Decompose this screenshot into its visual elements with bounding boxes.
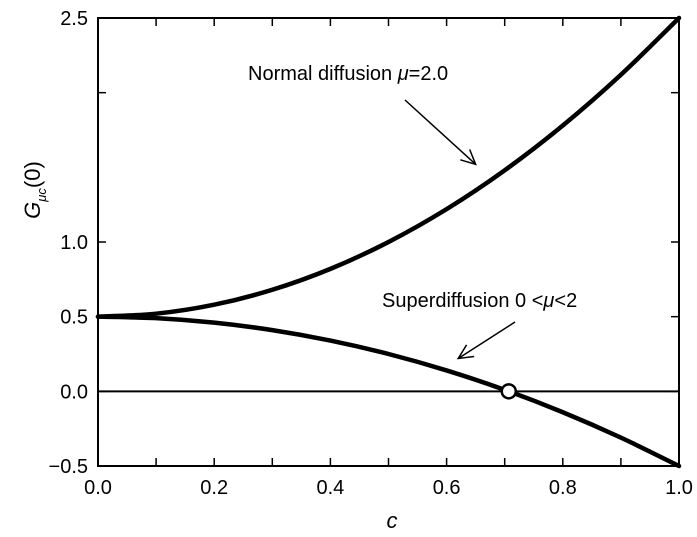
annotation-superdiffusion: Superdiffusion 0 <μ<2 (382, 290, 577, 312)
axis-tick-labels: 0.0 0.2 0.4 0.6 0.8 1.0−0.50.00.51.02.5 (49, 8, 693, 499)
annotations: Normal diffusion μ=2.0 Superdiffusion 0 <… (248, 63, 577, 360)
x-tick-label: 0.6 (433, 477, 461, 499)
series-lines (95, 15, 682, 469)
markers (500, 383, 518, 400)
y-axis-title-base: G (20, 202, 45, 219)
y-tick-label: 0.0 (60, 381, 88, 403)
annotation-arrow-line (404, 99, 477, 165)
x-tick-label: 0.4 (316, 477, 344, 499)
annotation-normal-diffusion: Normal diffusion μ=2.0 (248, 63, 448, 85)
series-line-superdiffusion (95, 314, 682, 469)
y-tick-label: 0.5 (60, 307, 88, 329)
y-axis-title-sub-c: c (34, 188, 49, 195)
x-tick-label: 0.2 (200, 477, 228, 499)
y-tick-label: −0.5 (49, 456, 88, 478)
series-line-normal-diffusion (95, 15, 682, 319)
svg-text:Gμc(0): Gμc(0) (20, 161, 49, 219)
x-tick-label: 0.8 (549, 477, 577, 499)
annotation-arrow-line (457, 321, 516, 360)
annotation-arrow-head (460, 149, 477, 166)
y-tick-label: 2.5 (60, 8, 88, 30)
annotation-arrow-head (456, 344, 475, 360)
y-axis-title-arg: (0) (20, 161, 45, 188)
x-tick-label: 1.0 (665, 477, 693, 499)
y-axis-title-sub-mu: μ (34, 195, 49, 203)
zero-crossing-marker (500, 383, 518, 400)
y-axis-title: Gμc(0) (20, 161, 49, 219)
y-tick-label: 1.0 (60, 232, 88, 254)
x-axis-title: c (387, 508, 398, 533)
x-tick-label: 0.0 (84, 477, 112, 499)
